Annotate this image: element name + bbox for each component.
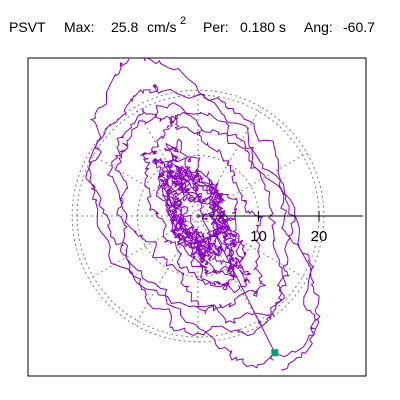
marker-layer [271, 349, 279, 357]
header-max-value: 25.8 [111, 19, 138, 35]
x-tick-label-10: 10 [250, 228, 267, 245]
plot-area [71, 58, 325, 371]
orbit-trace-path [85, 58, 321, 371]
header-max-unit: cm/s [147, 19, 177, 35]
orbit-end-marker [271, 349, 279, 357]
header-per-value: 0.180 s [240, 19, 286, 35]
header-max-unit-exponent: 2 [180, 15, 186, 27]
polar-spoke-330 [197, 215, 308, 280]
header-max-label: Max: [64, 19, 94, 35]
polar-spoke-120 [134, 106, 199, 217]
x-tick-label-20: 20 [311, 228, 328, 245]
axis-layer: 10 20 [198, 211, 364, 245]
header-ang-label: Ang: [304, 19, 333, 35]
header-ang-value: -60.7 [343, 19, 375, 35]
orbit-trace [85, 58, 321, 371]
header-per-label: Per: [203, 19, 229, 35]
header-name: PSVT [9, 19, 46, 35]
plot-frame [27, 57, 367, 377]
chart-header: PSVT Max: 25.8 cm/s 2 Per: 0.180 s Ang: … [9, 15, 375, 35]
